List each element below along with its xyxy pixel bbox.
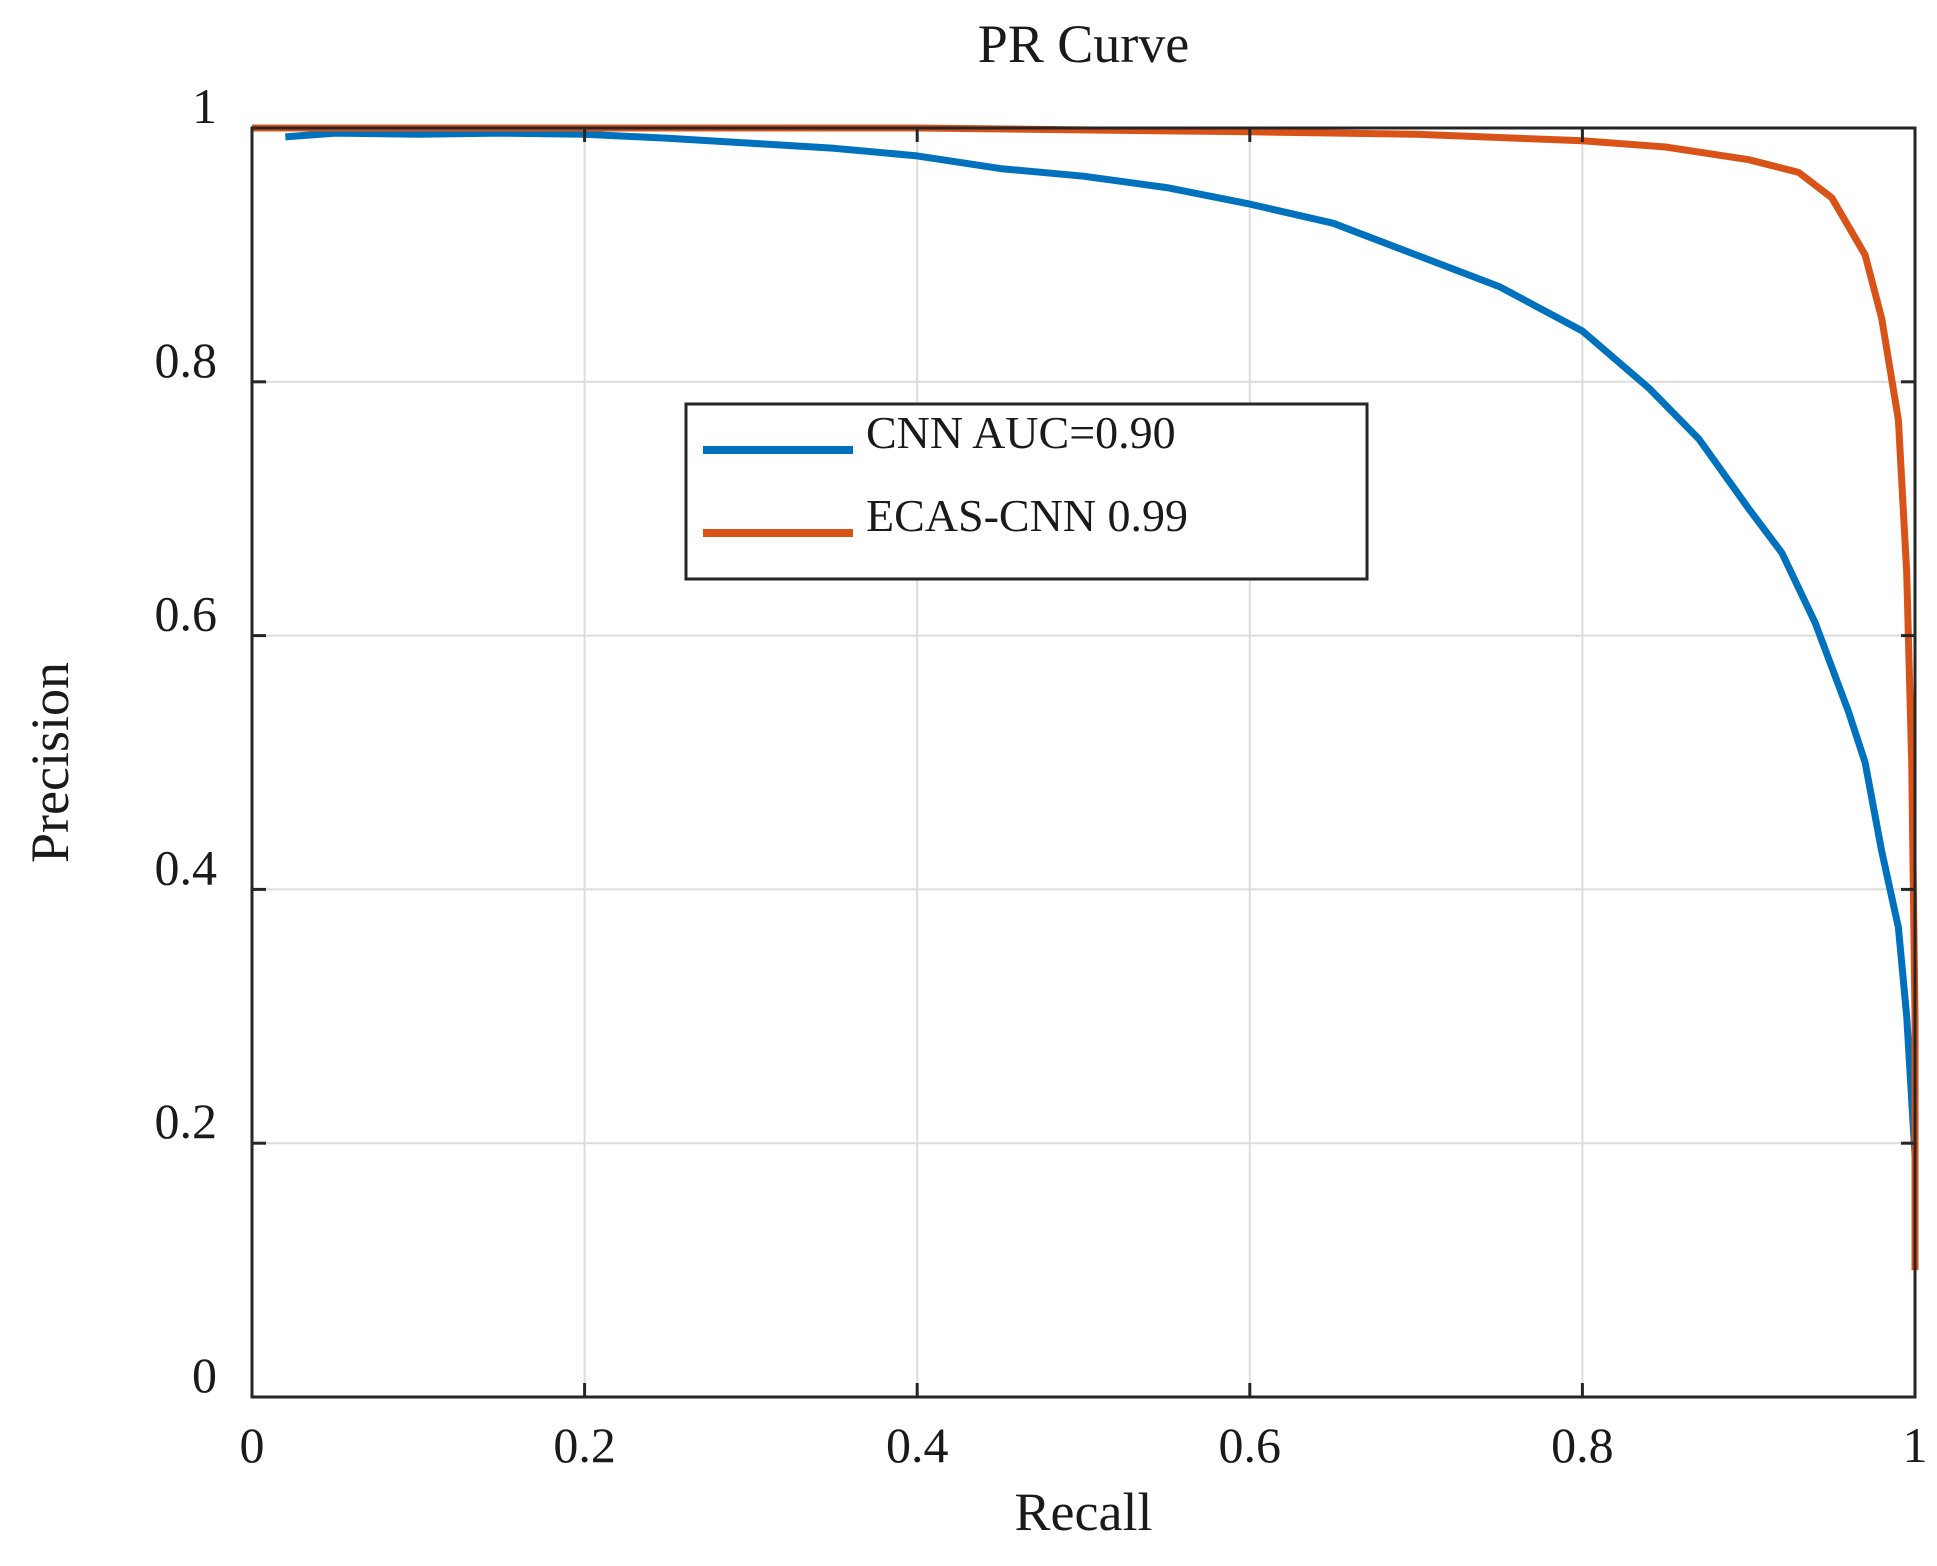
y-tick-label: 0.2: [155, 1093, 218, 1149]
chart-title: PR Curve: [978, 14, 1190, 74]
y-tick-label: 0.4: [155, 839, 218, 895]
x-tick-label: 0.8: [1551, 1417, 1614, 1473]
x-tick-label: 0.2: [553, 1417, 616, 1473]
y-tick-label: 0.8: [155, 332, 218, 388]
plot-frame: [250, 126, 1917, 1399]
y-tick-label: 0.6: [155, 586, 218, 642]
legend-label-cnn: CNN AUC=0.90: [866, 407, 1176, 458]
y-tick-label: 1: [192, 78, 217, 134]
legend-box: [684, 402, 1369, 581]
series-line-cnn: [285, 129, 1919, 1157]
legend: CNN AUC=0.90 ECAS-CNN 0.99: [684, 402, 1369, 581]
x-tick-label: 0.4: [886, 1417, 949, 1473]
legend-label-ecas-cnn: ECAS-CNN 0.99: [866, 490, 1188, 541]
x-tick-label: 1: [1903, 1417, 1928, 1473]
grid-layer: [252, 128, 1915, 1397]
x-tick-label: 0: [240, 1417, 265, 1473]
tick-layer: 0 0.2 0.4 0.6 0.8 1 0 0.2 0.4 0.6 0.8 1: [155, 78, 1928, 1473]
y-tick-label: 0: [192, 1347, 217, 1403]
y-axis-title: Precision: [20, 662, 80, 863]
x-axis-title: Recall: [1015, 1482, 1153, 1542]
x-tick-label: 0.6: [1219, 1417, 1282, 1473]
